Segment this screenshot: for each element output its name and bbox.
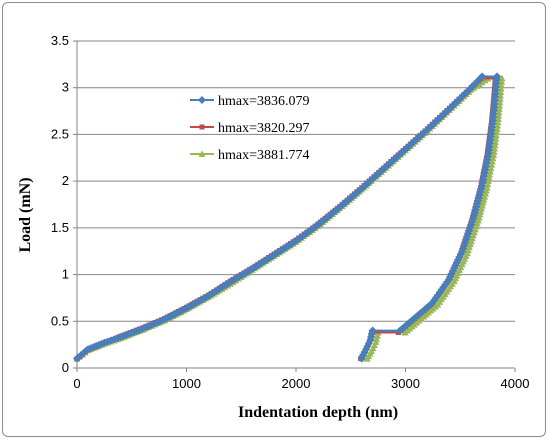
y-tick-label: 0.5	[51, 313, 69, 328]
tick-labels: 0 0.5 1 1.5 2 2.5 3 3.5 0 1000 2000 3000 4000	[51, 33, 530, 391]
data-point	[401, 328, 409, 336]
legend-entry-2: hmax=3820.297	[190, 121, 310, 136]
data-point	[363, 355, 371, 362]
x-tick-label: 4000	[501, 376, 530, 391]
y-tick-label: 2	[62, 173, 69, 188]
x-axis-title: Indentation depth (nm)	[238, 404, 398, 421]
series-1	[73, 72, 502, 363]
data-point	[357, 354, 366, 363]
y-tick-label: 0	[62, 360, 69, 375]
data-point	[478, 72, 487, 81]
series-2	[74, 75, 498, 362]
x-tick-label: 0	[73, 376, 80, 391]
gridlines	[77, 40, 515, 322]
y-tick-label: 2.5	[51, 126, 69, 141]
y-tick-label: 1	[62, 267, 69, 282]
y-tick-label: 3	[62, 80, 69, 95]
legend-entry-1: hmax=3836.079	[190, 94, 310, 109]
data-point	[457, 250, 466, 259]
data-point	[264, 254, 273, 263]
y-axis-title: Load (mN)	[17, 177, 34, 252]
legend-marker	[198, 96, 206, 104]
x-tick-label: 1000	[172, 376, 201, 391]
series-line-unloading	[404, 78, 503, 334]
legend-label: hmax=3820.297	[218, 121, 310, 136]
plot-area	[73, 72, 506, 363]
legend-marker	[198, 150, 206, 157]
legend-label: hmax=3836.079	[218, 94, 310, 109]
chart-frame	[2, 2, 546, 437]
data-point	[373, 332, 381, 339]
x-tick-label: 3000	[391, 376, 420, 391]
data-point	[396, 326, 405, 335]
legend-label: hmax=3881.774	[218, 148, 310, 163]
data-point	[373, 335, 381, 342]
x-tick-label: 2000	[282, 376, 311, 391]
legend-entry-3: hmax=3881.774	[190, 148, 310, 163]
axes	[73, 40, 516, 372]
y-tick-label: 3.5	[51, 33, 69, 48]
legend-marker	[199, 124, 205, 130]
y-tick-label: 1.5	[51, 220, 69, 235]
legend: hmax=3836.079 hmax=3820.297 hmax=3881.774	[190, 94, 310, 163]
data-point	[248, 264, 257, 273]
